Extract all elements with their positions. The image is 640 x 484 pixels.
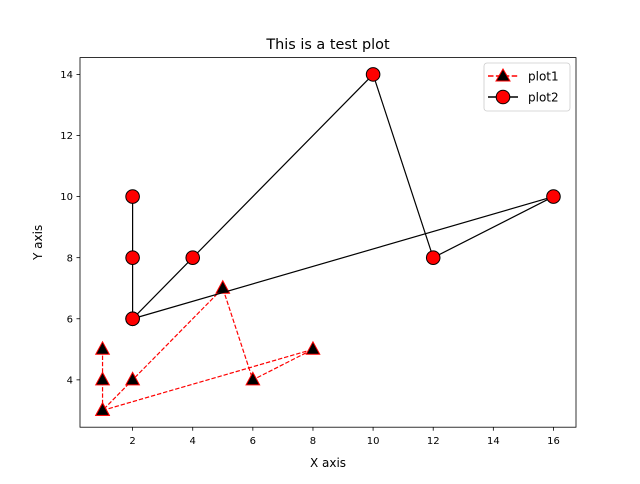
plot2-point — [125, 250, 140, 265]
plot2-line — [132, 73, 554, 321]
plot1-point — [94, 401, 111, 416]
legend-triangle-marker — [495, 68, 511, 82]
y-tick-label: 12 — [60, 131, 73, 142]
plot2-point — [546, 189, 561, 204]
legend-label-plot1: plot1 — [528, 70, 559, 84]
axes-frame — [79, 57, 577, 428]
y-tick-label: 8 — [67, 253, 73, 264]
x-tick-label: 14 — [487, 436, 500, 447]
x-tick-label: 10 — [367, 436, 380, 447]
plot1-point — [215, 279, 231, 294]
x-tick-label: 16 — [547, 436, 560, 447]
x-tick-label: 12 — [427, 436, 440, 447]
x-tick-label: 8 — [310, 436, 316, 447]
y-axis-label: Y axis — [31, 225, 45, 261]
y-tick-label: 10 — [60, 192, 73, 203]
legend: plot1 plot2 — [483, 62, 571, 112]
plot2-point — [185, 250, 201, 265]
y-tick-label: 6 — [67, 314, 73, 325]
x-tick-label: 2 — [129, 436, 135, 447]
y-tick-label: 14 — [60, 70, 73, 81]
plot1-point — [124, 371, 141, 386]
x-tick-label: 4 — [190, 436, 196, 447]
plot1-point — [94, 371, 111, 386]
x-tick-label: 6 — [250, 436, 256, 447]
plot1-point — [305, 340, 321, 355]
plot1-point — [245, 371, 261, 386]
plot2-point — [125, 311, 140, 327]
plot1-point — [94, 340, 111, 355]
x-axis-label: X axis — [310, 456, 346, 470]
plot2-point — [125, 189, 140, 204]
chart-title: This is a test plot — [265, 37, 390, 53]
legend-circle-marker — [495, 89, 511, 105]
y-tick-label: 4 — [67, 375, 73, 386]
legend-label-plot2: plot2 — [528, 91, 559, 105]
plot2-point — [425, 250, 441, 265]
plot2-point — [365, 67, 381, 82]
